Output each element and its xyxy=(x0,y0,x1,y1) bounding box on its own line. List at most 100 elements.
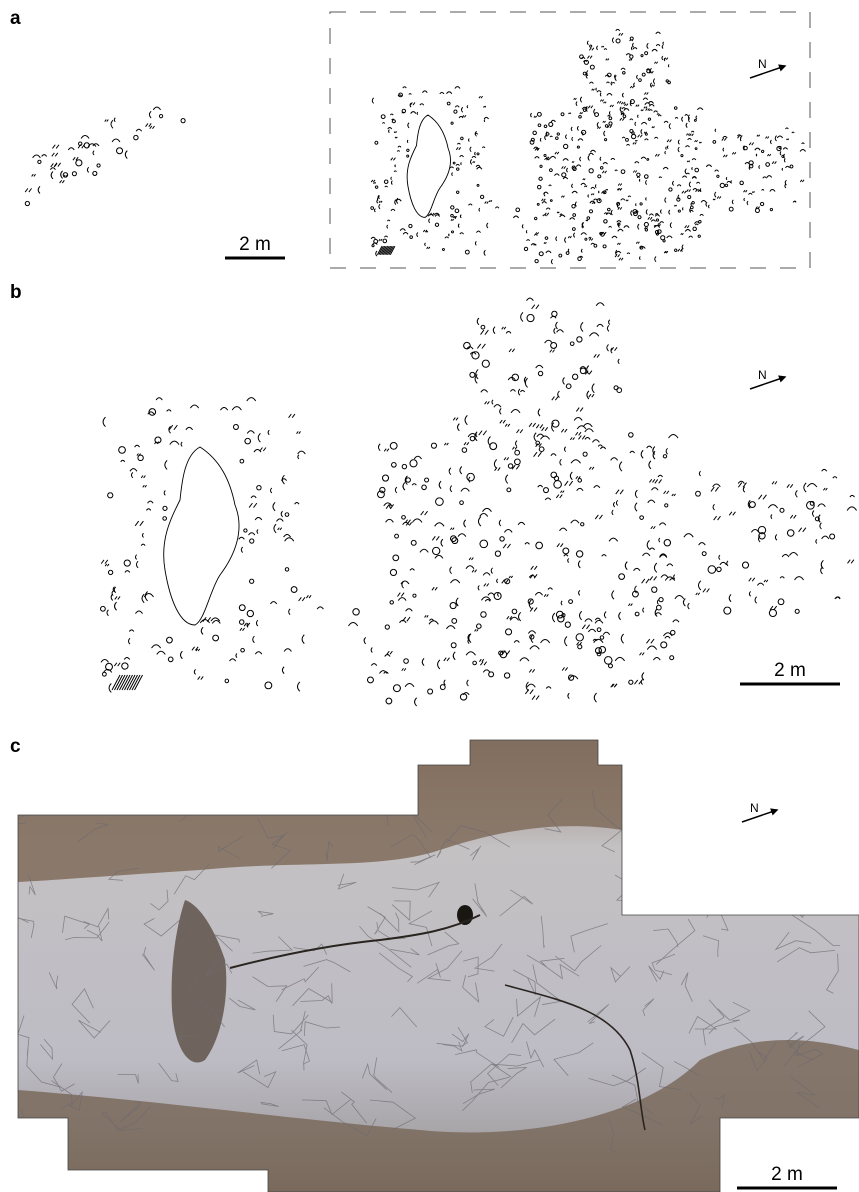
trace xyxy=(715,170,719,171)
trace xyxy=(630,129,633,132)
trace xyxy=(507,616,512,619)
trace xyxy=(760,202,763,205)
trace xyxy=(627,253,630,254)
trace xyxy=(757,135,760,137)
trace xyxy=(796,490,798,497)
panel-label: c xyxy=(10,736,21,757)
trace xyxy=(473,661,477,665)
trace xyxy=(654,226,656,227)
trace xyxy=(482,147,485,148)
trace xyxy=(590,150,595,152)
crack xyxy=(83,907,110,928)
trace xyxy=(435,215,440,217)
trace xyxy=(581,322,583,331)
trace xyxy=(607,208,610,211)
trace xyxy=(621,113,624,115)
crack xyxy=(443,1041,463,1052)
trace xyxy=(641,110,643,111)
trace xyxy=(700,214,704,215)
trace xyxy=(626,200,628,201)
crack xyxy=(783,1010,826,1067)
trace xyxy=(749,142,754,145)
hatch-line xyxy=(380,246,385,255)
crack xyxy=(655,918,696,965)
trace xyxy=(540,138,541,141)
hatch-line xyxy=(385,246,390,255)
trace xyxy=(835,597,840,599)
trace xyxy=(577,337,582,342)
trace xyxy=(460,156,464,157)
trace xyxy=(619,612,621,620)
trace xyxy=(548,588,553,590)
trace xyxy=(411,540,416,545)
trace xyxy=(530,608,537,612)
trace xyxy=(525,543,529,545)
crack xyxy=(470,845,482,861)
crack xyxy=(71,988,94,1024)
trace xyxy=(244,623,250,626)
trace xyxy=(400,620,407,622)
trace xyxy=(580,97,581,102)
trace xyxy=(606,59,609,61)
trace xyxy=(285,568,288,571)
trace xyxy=(618,359,619,364)
trace xyxy=(289,414,295,418)
trace xyxy=(611,347,617,350)
trace xyxy=(560,459,562,465)
trace xyxy=(148,412,154,414)
trace xyxy=(387,220,390,221)
trace xyxy=(628,604,632,606)
crack xyxy=(77,822,109,843)
trace xyxy=(690,206,693,209)
crack xyxy=(825,953,839,994)
trace xyxy=(395,137,397,138)
trace xyxy=(633,142,636,144)
crack xyxy=(86,925,103,942)
trace xyxy=(461,162,462,164)
trace xyxy=(600,157,601,161)
trace xyxy=(530,574,537,578)
trace xyxy=(617,202,620,205)
trace xyxy=(390,504,391,509)
trace xyxy=(549,169,552,172)
trace xyxy=(759,533,765,539)
crack xyxy=(608,1118,620,1154)
trace xyxy=(409,224,412,227)
crack xyxy=(821,838,859,858)
trace xyxy=(658,115,661,116)
trace xyxy=(658,224,660,226)
trace xyxy=(364,637,366,644)
trace xyxy=(644,132,647,133)
trace xyxy=(587,41,588,45)
crack xyxy=(541,963,580,980)
trace xyxy=(766,163,770,167)
trace xyxy=(658,475,663,477)
trace xyxy=(473,161,475,162)
trace xyxy=(583,423,592,426)
trace xyxy=(713,484,721,487)
trace xyxy=(653,658,660,661)
trace xyxy=(717,567,722,572)
trace xyxy=(373,182,375,183)
trace xyxy=(569,600,573,604)
trace xyxy=(599,191,600,193)
trace xyxy=(818,515,820,523)
hatch-line xyxy=(382,246,387,255)
crack xyxy=(780,844,811,865)
trace xyxy=(530,140,534,144)
trace xyxy=(612,38,613,43)
crack xyxy=(390,948,420,956)
trace xyxy=(114,587,115,593)
trace xyxy=(392,120,395,123)
trace xyxy=(409,94,412,95)
trace xyxy=(397,151,399,152)
crack xyxy=(829,894,855,914)
scale-label: 2 m xyxy=(774,660,806,681)
trace xyxy=(777,136,782,138)
trace xyxy=(740,138,741,141)
trace xyxy=(477,624,482,629)
trace xyxy=(644,107,647,109)
trace xyxy=(25,188,31,192)
trace xyxy=(572,191,577,193)
trace xyxy=(466,652,475,656)
